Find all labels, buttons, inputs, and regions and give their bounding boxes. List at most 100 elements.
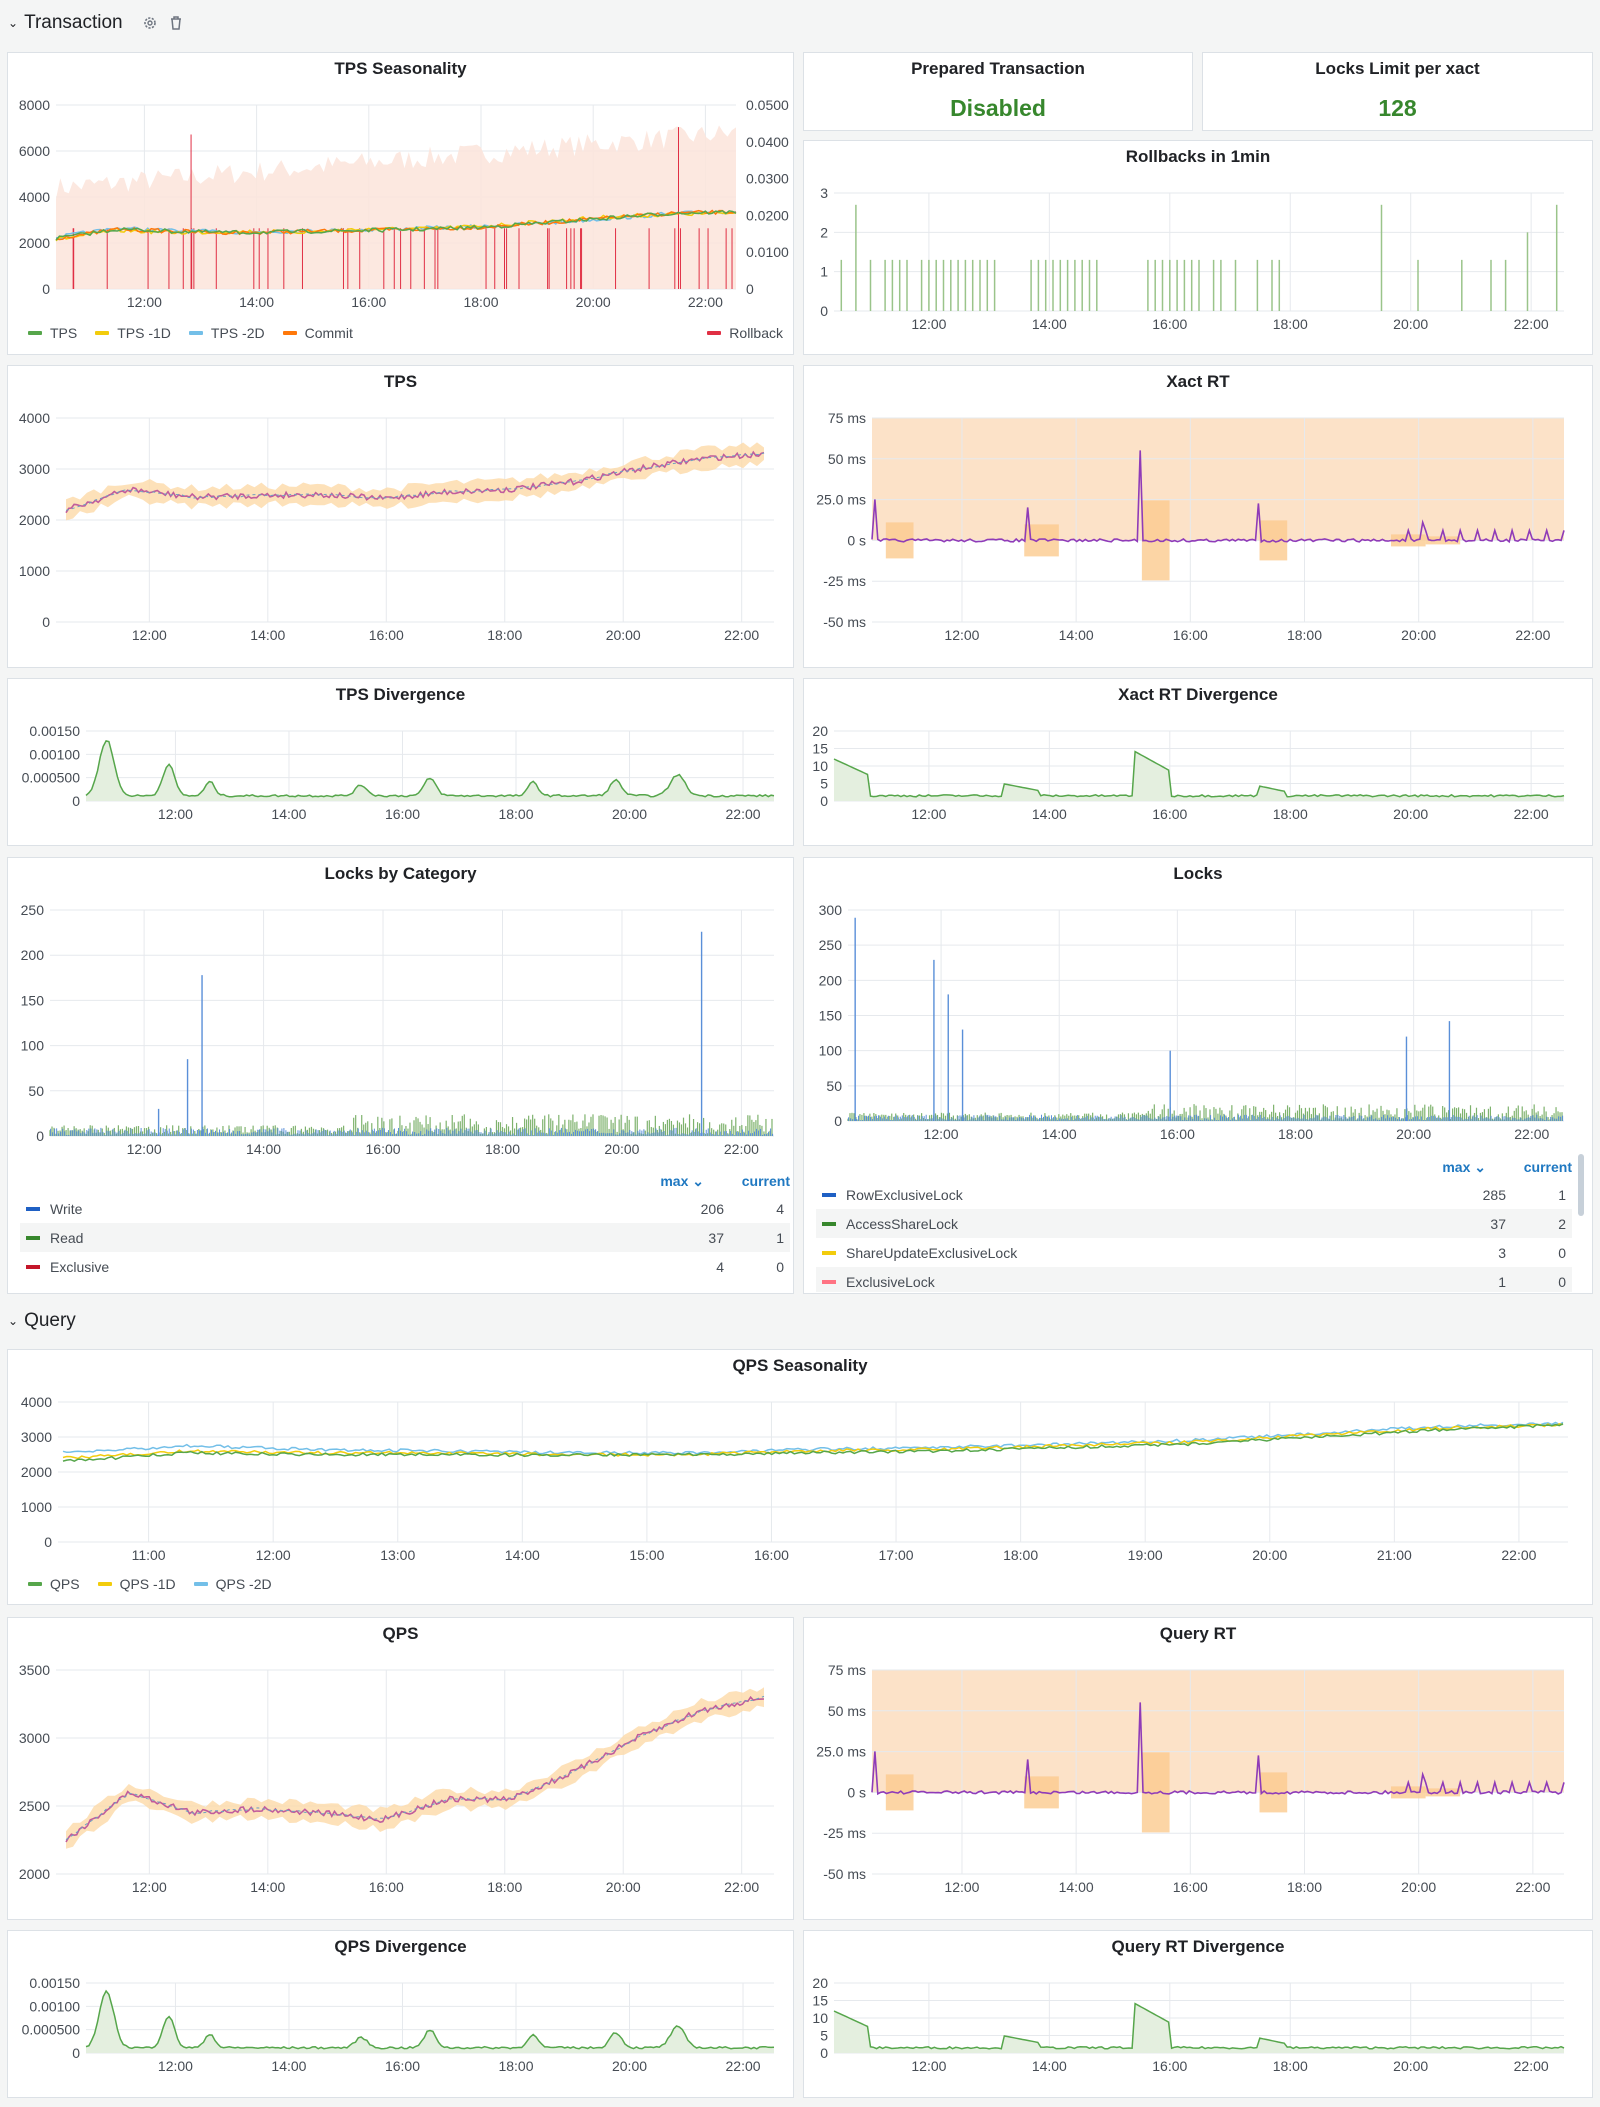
x-tick-label: 16:00: [385, 806, 420, 822]
x-tick-label: 22:00: [724, 1879, 759, 1895]
panel-rollbacks[interactable]: Rollbacks in 1min 0 1 2 3 12:00 14:00 16:00 18:…: [803, 140, 1593, 355]
y-tick-label: 1000: [21, 1499, 52, 1515]
y-tick-label: 6000: [19, 143, 50, 159]
x-tick-label: 16:00: [366, 1141, 401, 1157]
panel-tps[interactable]: TPS 0 1000 2000 3000 4000 12:00 14:00 16:00 18:0…: [7, 365, 794, 668]
sort-max-header[interactable]: max ⌄: [1442, 1158, 1486, 1175]
x-tick-label: 14:00: [1032, 316, 1067, 332]
y-tick-label: 0.000500: [22, 770, 81, 786]
divergence-line: [85, 1989, 775, 2050]
x-tick-label: 11:00: [132, 1547, 166, 1563]
divergence-area: [834, 2003, 1564, 2053]
reference-line: [65, 452, 765, 511]
panel-tps-seasonality[interactable]: TPS Seasonality 0 2000 4000 6000 8000 12:00 14…: [7, 52, 794, 355]
y-tick-label: 2000: [19, 235, 50, 251]
y-tick-label: 0: [820, 793, 828, 809]
panel-qps-divergence[interactable]: QPS Divergence 0 0.000500 0.00100 0.00150 12…: [7, 1930, 794, 2098]
y-tick-label: 2: [820, 224, 828, 240]
y2-tick-label: 0.0300: [746, 171, 789, 187]
legend-item-tps-1d[interactable]: TPS -1D: [95, 325, 171, 341]
y-tick-label: 0: [72, 2045, 80, 2061]
y-tick-label: 5: [820, 776, 828, 792]
panel-xact-rt[interactable]: Xact RT -50 ms -25 ms 0 s 25.0 ms 50 ms 75 ms…: [803, 365, 1593, 668]
legend-item-tps[interactable]: TPS: [28, 325, 77, 341]
panel-qps-seasonality[interactable]: QPS Seasonality 0 1000 2000 3000 4000 11:00 12…: [7, 1349, 1593, 1605]
panel-xact-rt-divergence[interactable]: Xact RT Divergence 0 5 10 15 20 12:00 14:00 16:…: [803, 678, 1593, 846]
y-tick-label: -25 ms: [823, 1825, 866, 1841]
x-tick-label: 16:00: [1173, 627, 1208, 643]
row-title: Transaction: [24, 12, 123, 33]
panel-locks-by-category[interactable]: Locks by Category 0 50 100 150 200 250 12:00 14…: [7, 857, 794, 1294]
y-tick-label: -25 ms: [823, 573, 866, 589]
legend-item-qps-1d[interactable]: QPS -1D: [97, 1576, 176, 1592]
panel-qps[interactable]: QPS 2000 2500 3000 3500 12:00 14:00 16:00 18:00…: [7, 1617, 794, 1920]
y-tick-label: 50: [28, 1083, 44, 1099]
legend-item-rollback[interactable]: Rollback: [707, 325, 783, 341]
panel-query-rt[interactable]: Query RT -50 ms -25 ms 0 s 25.0 ms 50 ms 75 m…: [803, 1617, 1593, 1920]
x-tick-label: 15:00: [629, 1547, 664, 1563]
y2-tick-label: 0.0500: [746, 97, 789, 113]
x-tick-label: 22:00: [1514, 1126, 1549, 1142]
x-tick-label: 22:00: [1514, 316, 1549, 332]
legend-item-qps-2d[interactable]: QPS -2D: [193, 1576, 272, 1592]
panel-locks[interactable]: Locks 0 50 100 150 200 250 300 12:00 14:00 16:00 1…: [803, 857, 1593, 1294]
x-tick-label: 18:00: [498, 2058, 533, 2074]
panel-locks-limit[interactable]: Locks Limit per xact 128: [1202, 52, 1593, 131]
tps-seasonality-chart: 0 2000 4000 6000 8000 12:00 14:00 16:00 18:00 20:…: [19, 97, 789, 310]
y-tick-label: 10: [812, 2010, 828, 2026]
legend-item-commit[interactable]: Commit: [282, 325, 353, 341]
x-tick-label: 14:00: [250, 627, 285, 643]
y-tick-label: 200: [21, 947, 45, 963]
tps-divergence-chart: 0 0.000500 0.00100 0.00150 12:00 14:00 16:00 18…: [22, 723, 775, 822]
y-tick-label: 200: [819, 972, 843, 988]
panel-prepared-transaction[interactable]: Prepared Transaction Disabled: [803, 52, 1193, 131]
x-tick-label: 18:00: [1273, 316, 1308, 332]
panel-title: Xact RT: [1166, 372, 1230, 391]
y-tick-label: 3: [820, 185, 828, 201]
legend-item-qps[interactable]: QPS: [28, 1576, 80, 1592]
sort-max-header[interactable]: max ⌄: [660, 1172, 704, 1189]
x-tick-label: 14:00: [1059, 1879, 1094, 1895]
legend-table: max ⌄ current Write 206 4 Read 37 1 Exclus…: [20, 1168, 790, 1281]
y-tick-label: 5: [820, 2028, 828, 2044]
legend-row[interactable]: RowExclusiveLock 285 1: [816, 1180, 1572, 1209]
x-tick-label: 14:00: [505, 1547, 540, 1563]
x-tick-label: 12:00: [911, 806, 946, 822]
row-header-query[interactable]: ⌄ Query: [8, 1306, 76, 1336]
x-tick-label: 12:00: [158, 2058, 193, 2074]
panel-tps-divergence[interactable]: TPS Divergence 0 0.000500 0.00100 0.00150 12…: [7, 678, 794, 846]
y-tick-label: 50 ms: [828, 1703, 866, 1719]
x-tick-label: 22:00: [1515, 627, 1550, 643]
current-header[interactable]: current: [1523, 1159, 1572, 1175]
x-tick-label: 20:00: [1252, 1547, 1287, 1563]
x-tick-label: 19:00: [1128, 1547, 1163, 1563]
panel-query-rt-divergence[interactable]: Query RT Divergence 0 5 10 15 20 12:00 14:00 16…: [803, 1930, 1593, 2098]
chevron-down-icon[interactable]: ⌄: [8, 16, 19, 30]
legend-row[interactable]: Write 206 4: [20, 1194, 790, 1223]
gear-icon[interactable]: [141, 14, 159, 32]
x-tick-label: 20:00: [612, 806, 647, 822]
trash-icon[interactable]: [167, 14, 185, 32]
y-tick-label: 2000: [19, 512, 50, 528]
x-tick-label: 22:00: [1514, 806, 1549, 822]
y-tick-label: 20: [812, 723, 828, 739]
current-header[interactable]: current: [741, 1173, 790, 1189]
x-tick-label: 16:00: [369, 1879, 404, 1895]
legend-table[interactable]: max ⌄ current RowExclusiveLock 285 1 Acce…: [816, 1154, 1572, 1292]
x-tick-label: 14:00: [1059, 627, 1094, 643]
legend-row[interactable]: AccessShareLock 37 2: [816, 1209, 1572, 1238]
legend-row[interactable]: Read 37 1: [20, 1223, 790, 1252]
x-tick-label: 18:00: [463, 294, 498, 310]
rt-deviation-band: [1391, 534, 1426, 547]
row-header-transaction[interactable]: ⌄ Transaction: [8, 8, 185, 38]
y-tick-label: 0: [36, 1128, 44, 1144]
x-tick-label: 12:00: [132, 627, 167, 643]
legend-item-tps-2d[interactable]: TPS -2D: [188, 325, 265, 341]
chevron-down-icon[interactable]: ⌄: [8, 1314, 19, 1328]
y-tick-label: -50 ms: [823, 614, 866, 630]
legend-scrollbar[interactable]: [1578, 1154, 1584, 1216]
